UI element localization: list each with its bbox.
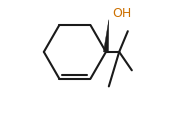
Polygon shape (103, 21, 109, 52)
Text: OH: OH (112, 7, 132, 20)
